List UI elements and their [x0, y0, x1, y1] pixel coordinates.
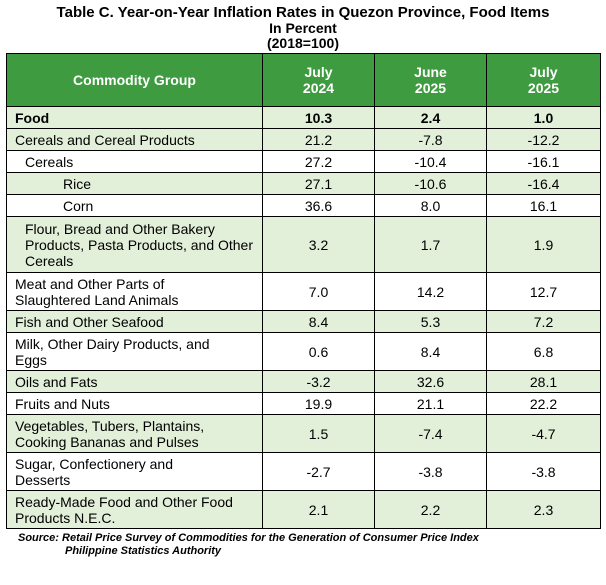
- table-row-oils: Oils and Fats -3.2 32.6 28.1: [6, 370, 601, 393]
- header-july-2025: July 2025: [486, 53, 601, 107]
- cell-july-2025: 16.1: [486, 194, 601, 217]
- cell-july-2025: 2.3: [486, 490, 601, 529]
- cell-july-2024: 8.4: [262, 310, 375, 333]
- cell-june-2025: -3.8: [374, 452, 487, 491]
- row-label: Fruits and Nuts: [6, 392, 263, 415]
- cell-july-2024: 0.6: [262, 332, 375, 371]
- cell-july-2025: 28.1: [486, 370, 601, 393]
- cell-june-2025: 1.7: [374, 216, 487, 273]
- row-label: Sugar, Confectionery and Desserts: [6, 452, 263, 491]
- cell-july-2025: 1.9: [486, 216, 601, 273]
- cell-june-2025: -10.6: [374, 172, 487, 195]
- table-row-cereals: Cereals 27.2 -10.4 -16.1: [6, 150, 601, 173]
- header-row: Commodity Group July 2024 June 2025 July 20…: [6, 53, 601, 107]
- cell-june-2025: 2.2: [374, 490, 487, 529]
- table-row-sugar: Sugar, Confectionery and Desserts -2.7 -…: [6, 452, 601, 491]
- table-row-milk: Milk, Other Dairy Products, and Eggs 0.6…: [6, 332, 601, 371]
- table-row-corn: Corn 36.6 8.0 16.1: [6, 194, 601, 217]
- table-row-rice: Rice 27.1 -10.6 -16.4: [6, 172, 601, 195]
- source-line-1: Source: Retail Price Survey of Commoditi…: [18, 532, 479, 544]
- row-label: Meat and Other Parts of Slaughtered Land…: [6, 272, 263, 311]
- table-row-vegetables: Vegetables, Tubers, Plantains, Cooking B…: [6, 414, 601, 453]
- cell-june-2025: -7.4: [374, 414, 487, 453]
- row-label: Cereals: [6, 150, 263, 173]
- title-line-2: In Percent: [269, 20, 337, 36]
- cell-july-2025: 7.2: [486, 310, 601, 333]
- title-line-1: Table C. Year-on-Year Inflation Rates in…: [56, 4, 550, 21]
- row-label: Food: [6, 106, 263, 129]
- source-line-2: Philippine Statistics Authority: [65, 545, 222, 557]
- row-label: Oils and Fats: [6, 370, 263, 393]
- cell-july-2025: -16.4: [486, 172, 601, 195]
- cell-june-2025: 14.2: [374, 272, 487, 311]
- table-row-fruits: Fruits and Nuts 19.9 21.1 22.2: [6, 392, 601, 415]
- row-label: Cereals and Cereal Products: [6, 128, 263, 151]
- cell-june-2025: 8.4: [374, 332, 487, 371]
- cell-july-2024: -3.2: [262, 370, 375, 393]
- table-row-fish: Fish and Other Seafood 8.4 5.3 7.2: [6, 310, 601, 333]
- cell-july-2025: 12.7: [486, 272, 601, 311]
- title-line-3: (2018=100): [266, 35, 339, 51]
- row-label: Fish and Other Seafood: [6, 310, 263, 333]
- cell-june-2025: 32.6: [374, 370, 487, 393]
- table-row-meat: Meat and Other Parts of Slaughtered Land…: [6, 272, 601, 311]
- cell-july-2024: 2.1: [262, 490, 375, 529]
- cell-june-2025: 2.4: [374, 106, 487, 129]
- cell-july-2025: 22.2: [486, 392, 601, 415]
- row-label: Corn: [6, 194, 263, 217]
- table-row-cereals-products: Cereals and Cereal Products 21.2 -7.8 -1…: [6, 128, 601, 151]
- header-july-2024: July 2024: [262, 53, 375, 107]
- table-row-flour-bread: Flour, Bread and Other Bakery Products, …: [6, 216, 601, 273]
- row-label: Ready-Made Food and Other Food Products …: [6, 490, 263, 529]
- cell-july-2024: 3.2: [262, 216, 375, 273]
- header-commodity-group: Commodity Group: [6, 53, 263, 107]
- cell-july-2025: 1.0: [486, 106, 601, 129]
- cell-july-2024: 1.5: [262, 414, 375, 453]
- row-label: Rice: [6, 172, 263, 195]
- cell-july-2024: 21.2: [262, 128, 375, 151]
- inflation-table: Commodity Group July 2024 June 2025 July 20…: [6, 53, 601, 529]
- header-june-2025: June 2025: [374, 53, 487, 107]
- cell-july-2025: -12.2: [486, 128, 601, 151]
- cell-july-2025: -16.1: [486, 150, 601, 173]
- cell-june-2025: 8.0: [374, 194, 487, 217]
- cell-july-2024: 27.2: [262, 150, 375, 173]
- cell-july-2025: -3.8: [486, 452, 601, 491]
- table-title: Table C. Year-on-Year Inflation Rates in…: [0, 4, 606, 51]
- cell-july-2024: 27.1: [262, 172, 375, 195]
- source-note: Source: Retail Price Survey of Commoditi…: [18, 532, 606, 558]
- cell-june-2025: -7.8: [374, 128, 487, 151]
- row-label: Vegetables, Tubers, Plantains, Cooking B…: [6, 414, 263, 453]
- table-row-food: Food 10.3 2.4 1.0: [6, 106, 601, 129]
- cell-june-2025: 5.3: [374, 310, 487, 333]
- cell-july-2025: -4.7: [486, 414, 601, 453]
- cell-july-2025: 6.8: [486, 332, 601, 371]
- row-label: Flour, Bread and Other Bakery Products, …: [6, 216, 263, 273]
- cell-june-2025: -10.4: [374, 150, 487, 173]
- table-row-ready-made: Ready-Made Food and Other Food Products …: [6, 490, 601, 529]
- cell-july-2024: 7.0: [262, 272, 375, 311]
- cell-july-2024: 10.3: [262, 106, 375, 129]
- cell-june-2025: 21.1: [374, 392, 487, 415]
- cell-july-2024: 19.9: [262, 392, 375, 415]
- cell-july-2024: -2.7: [262, 452, 375, 491]
- cell-july-2024: 36.6: [262, 194, 375, 217]
- row-label: Milk, Other Dairy Products, and Eggs: [6, 332, 263, 371]
